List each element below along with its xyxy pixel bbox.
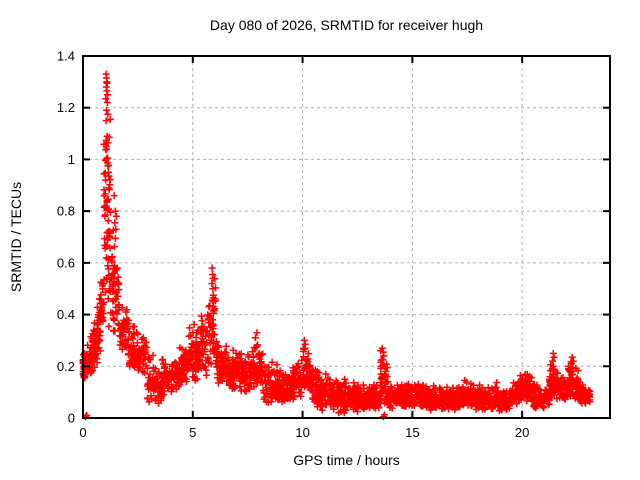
x-axis-label: GPS time / hours — [293, 452, 400, 468]
chart-title: Day 080 of 2026, SRMTID for receiver hug… — [209, 17, 484, 33]
y-tick-label: 0 — [68, 411, 75, 426]
y-tick-label: 0.6 — [57, 255, 75, 270]
y-tick-label: 0.4 — [57, 307, 75, 322]
x-tick-label: 20 — [515, 425, 529, 440]
plot-border — [82, 55, 611, 419]
y-tick-label: 0.8 — [57, 204, 75, 219]
x-tick-label: 5 — [189, 425, 196, 440]
y-tick-label: 0.2 — [57, 359, 75, 374]
y-tick-label: 1.2 — [57, 100, 75, 115]
y-tick-label: 1 — [68, 152, 75, 167]
y-tick-label: 1.4 — [57, 49, 75, 64]
x-tick-label: 15 — [405, 425, 419, 440]
x-tick-label: 10 — [295, 425, 309, 440]
x-tick-label: 0 — [79, 425, 86, 440]
scatter-points — [79, 70, 594, 421]
